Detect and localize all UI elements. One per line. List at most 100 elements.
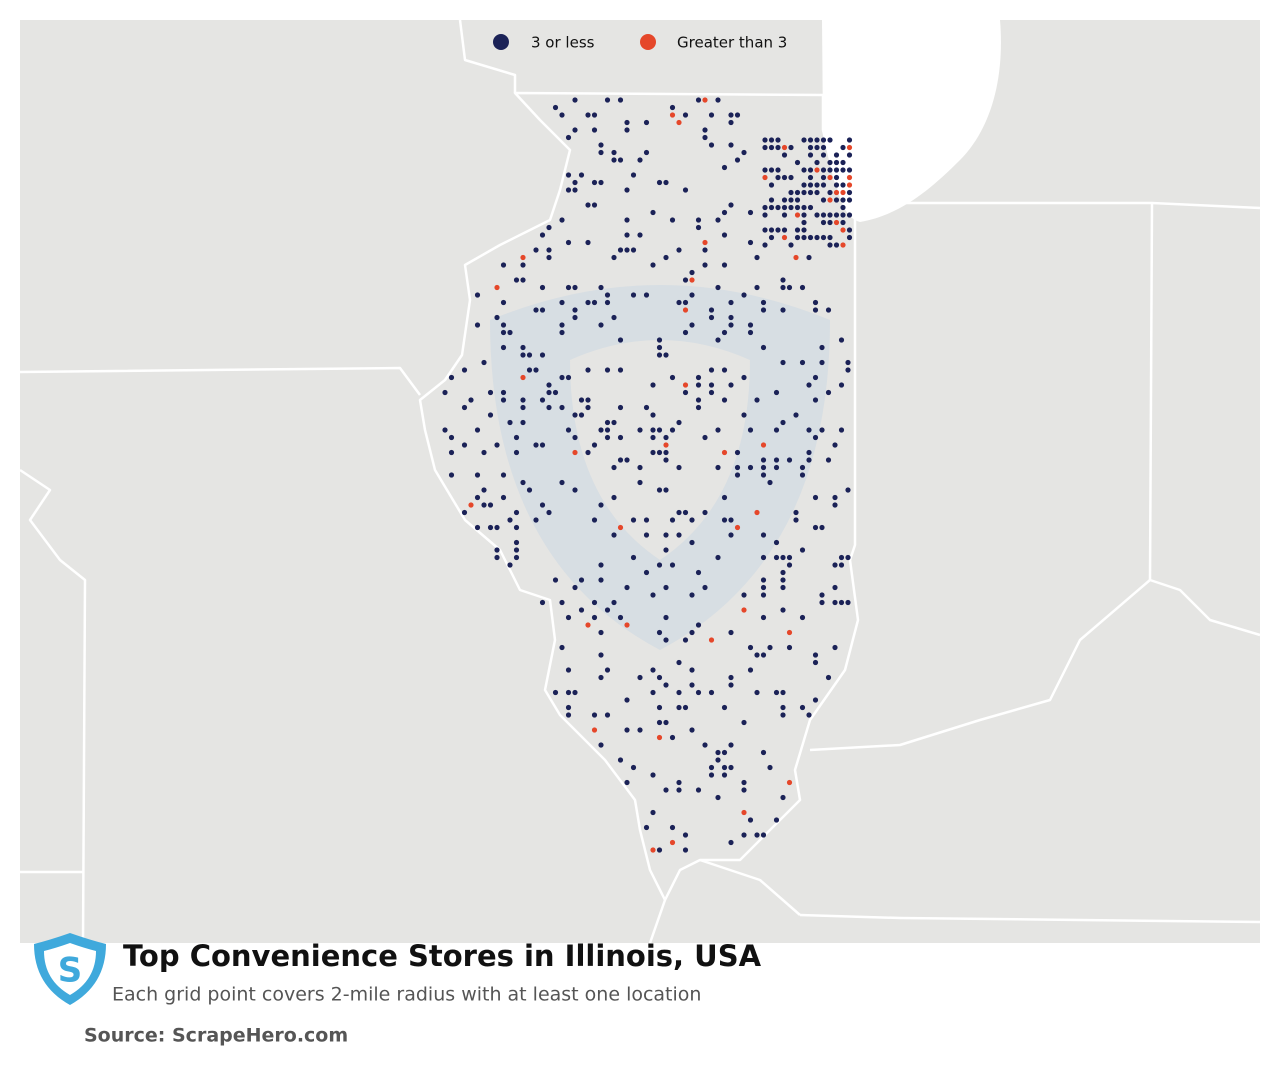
location-dot — [624, 779, 630, 786]
location-dot — [741, 374, 747, 381]
location-dot — [838, 562, 845, 568]
location-dot — [807, 144, 814, 151]
location-dot — [617, 614, 624, 621]
location-dot — [840, 212, 846, 218]
location-dot — [591, 599, 598, 606]
location-dot — [780, 794, 786, 801]
location-dot — [669, 374, 676, 381]
location-dot — [689, 269, 695, 276]
location-dot — [838, 382, 845, 388]
location-dot — [572, 434, 578, 441]
location-dot — [695, 382, 702, 388]
location-dot — [832, 584, 838, 591]
location-dot — [799, 359, 806, 366]
location-dot — [604, 712, 611, 718]
location-dot — [604, 97, 611, 103]
location-dot — [494, 442, 500, 448]
location-dot — [468, 397, 474, 403]
location-dot — [559, 112, 565, 118]
location-dot — [624, 584, 630, 591]
location-dot — [708, 307, 715, 313]
location-dot — [814, 167, 820, 173]
location-dot — [846, 212, 853, 218]
location-dot — [708, 382, 715, 388]
location-dot — [760, 584, 767, 591]
location-dot — [838, 599, 845, 606]
location-dot — [838, 427, 845, 433]
subtitle: Each grid point covers 2-mile radius wit… — [112, 984, 701, 1006]
location-dot — [760, 614, 767, 621]
location-dot — [598, 562, 604, 568]
location-dot — [565, 704, 572, 711]
location-dot — [768, 197, 775, 203]
location-dot — [715, 749, 721, 756]
location-dot — [819, 592, 825, 598]
location-dot — [715, 757, 721, 763]
location-dot — [520, 397, 526, 403]
location-dot — [689, 727, 695, 733]
location-dot — [728, 112, 734, 118]
location-dot — [565, 239, 572, 246]
location-dot — [728, 382, 734, 388]
location-dot — [591, 299, 598, 306]
location-dot — [507, 562, 513, 568]
location-dot — [781, 174, 788, 181]
location-dot — [565, 712, 572, 718]
location-dot — [741, 607, 747, 613]
location-dot — [643, 824, 650, 831]
location-dot — [775, 174, 781, 181]
location-dot — [760, 554, 767, 561]
location-dot — [572, 412, 578, 418]
location-dot — [637, 674, 643, 681]
location-dot — [715, 464, 721, 471]
location-dot — [539, 442, 546, 448]
location-dot — [754, 397, 760, 403]
location-dot — [656, 179, 663, 186]
location-dot — [832, 562, 838, 568]
location-dot — [788, 197, 794, 203]
location-dot — [806, 457, 812, 463]
location-dot — [617, 337, 624, 343]
location-dot — [539, 599, 546, 606]
location-dot — [494, 524, 500, 531]
location-dot — [604, 607, 611, 613]
location-dot — [533, 307, 539, 313]
location-dot — [807, 174, 814, 181]
location-dot — [598, 742, 604, 748]
location-dot — [520, 404, 526, 411]
location-dot — [812, 697, 819, 703]
location-dot — [767, 764, 773, 771]
location-dot — [762, 227, 768, 233]
location-dot — [820, 234, 827, 241]
location-dot — [611, 532, 617, 538]
location-dot — [487, 412, 494, 418]
location-dot — [578, 412, 585, 418]
location-dot — [715, 217, 721, 223]
location-dot — [494, 547, 500, 553]
location-dot — [546, 404, 552, 411]
location-dot — [794, 159, 801, 166]
location-dot — [682, 187, 689, 193]
location-dot — [721, 449, 728, 456]
location-dot — [840, 167, 846, 173]
location-dot — [624, 187, 630, 193]
location-dot — [833, 219, 840, 226]
location-dot — [781, 227, 788, 233]
location-dot — [663, 442, 669, 448]
location-dot — [833, 212, 840, 218]
location-dot — [546, 382, 552, 388]
state-borders — [19, 19, 1261, 944]
location-dot — [695, 569, 702, 576]
lake-michigan — [822, 20, 1001, 222]
location-dot — [572, 127, 578, 133]
location-dot — [448, 434, 455, 441]
location-dot — [500, 397, 507, 403]
location-dot — [559, 404, 565, 411]
location-dot — [827, 219, 833, 226]
location-dot — [780, 419, 786, 426]
location-dot — [728, 532, 734, 538]
location-dot — [539, 284, 546, 291]
location-dot — [799, 547, 806, 553]
location-dot — [801, 212, 807, 218]
location-dot — [591, 712, 598, 718]
